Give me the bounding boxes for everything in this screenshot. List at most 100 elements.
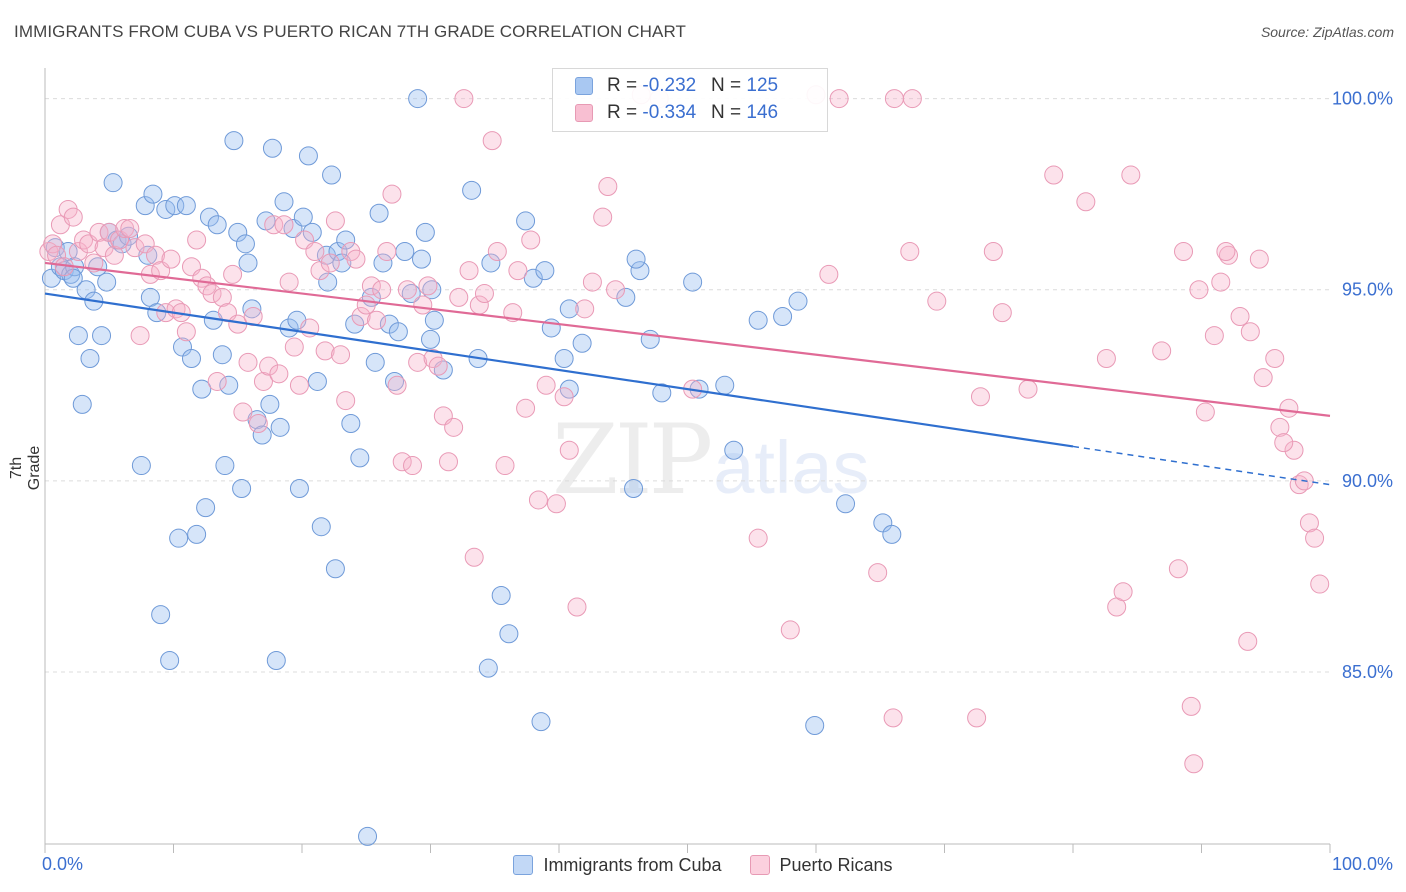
cuba-point [72,394,92,414]
cuba-point [408,89,428,109]
puerto-rican-point [521,230,541,250]
cuba-point [350,448,370,468]
cuba-point [307,371,327,391]
n-label: N = [711,102,747,123]
puerto-rican-point [454,89,474,109]
puerto-rican-point [253,371,273,391]
cuba-point [97,272,117,292]
n-label: N = [711,75,747,96]
cuba-point [373,253,393,273]
puerto-rican-point [331,345,351,365]
puerto-rican-point [315,341,335,361]
puerto-rican-point [130,326,150,346]
puerto-rican-point [207,371,227,391]
puerto-rican-point [63,207,83,227]
cuba-point [559,299,579,319]
puerto-rican-point [1265,349,1285,369]
cuba-point [624,478,644,498]
puerto-rican-point [187,230,207,250]
cuba-point [80,349,100,369]
puerto-rican-point [1152,341,1172,361]
puerto-rican-point [927,291,947,311]
cuba-point [345,314,365,334]
cuba-point [131,456,151,476]
cuba-point [224,131,244,151]
puerto-rican-point [408,352,428,372]
cuba-point [424,310,444,330]
puerto-rican-point [346,249,366,269]
puerto-rican-point [582,272,602,292]
cuba-point [773,306,793,326]
puerto-rican-point [1305,528,1325,548]
n-value: 146 [746,102,779,123]
legend-item-cuba[interactable]: Immigrants from Cuba [513,855,722,876]
puerto-rican-point [516,398,536,418]
puerto-rican-point [1096,349,1116,369]
cuba-point [242,299,262,319]
legend-item-puerto-rican[interactable]: Puerto Ricans [749,854,893,876]
puerto-rican-point [89,222,109,242]
cuba-point [481,253,501,273]
cuba-point [724,440,744,460]
chart-source: Source: ZipAtlas.com [1260,24,1394,40]
puerto-rican-point [992,303,1012,323]
puerto-rican-point [967,708,987,728]
cuba-point [302,222,322,242]
cuba-point [169,528,189,548]
cuba-point [554,349,574,369]
cuba-point [336,230,356,250]
y-tick-label: 85.0% [1342,662,1393,682]
puerto-rican-point [438,452,458,472]
stats-legend: R = -0.232 N = 125 R = -0.334 N = 146 [552,68,828,132]
puerto-rican-point [43,234,63,254]
puerto-rican-point [125,238,145,258]
cuba-point [293,207,313,227]
puerto-rican-point [1274,433,1294,453]
cuba-point [192,379,212,399]
puerto-rican-point [1310,574,1330,594]
cuba-point [748,310,768,330]
cuba-point [187,524,207,544]
puerto-rican-point [264,215,284,235]
puerto-rican-point [884,89,904,109]
puerto-rican-point [94,238,114,258]
puerto-rican-point [1121,165,1141,185]
puerto-rican-point [397,280,417,300]
puerto-rican-point [1270,417,1290,437]
cuba-point [68,326,88,346]
puerto-rican-point [748,528,768,548]
puerto-rican-point [382,184,402,204]
puerto-rican-point [1181,696,1201,716]
puerto-rican-point [1279,398,1299,418]
cuba-point [462,180,482,200]
cuba-point [322,165,342,185]
puerto-rican-point [284,337,304,357]
puerto-rican-point [336,391,356,411]
cuba-point [652,383,672,403]
legend-label-puerto-rican: Puerto Ricans [779,854,893,875]
puerto-rican-point [351,306,371,326]
puerto-rican-point [372,280,392,300]
cuba-point [805,715,825,735]
puerto-rican-point [780,620,800,640]
puerto-rican-point [1174,241,1194,261]
puerto-rican-point [528,490,548,510]
puerto-rican-point [269,364,289,384]
cuba-point [181,349,201,369]
puerto-rican-point [559,440,579,460]
puerto-rican-point [508,261,528,281]
cuba-point [270,417,290,437]
cuba-point [358,826,378,846]
cuba-point [523,268,543,288]
puerto-rican-point [1216,241,1236,261]
stats-legend-swatch-cuba [575,77,593,95]
cuba-point [199,207,219,227]
puerto-rican-point [428,356,448,376]
cuba-point [196,498,216,518]
cuba-point [260,394,280,414]
puerto-rican-point [546,494,566,514]
stats-legend-swatch-puerto-rican [575,104,593,122]
puerto-rican-point [1204,326,1224,346]
cuba-point [289,478,309,498]
cuba-point [151,605,171,625]
